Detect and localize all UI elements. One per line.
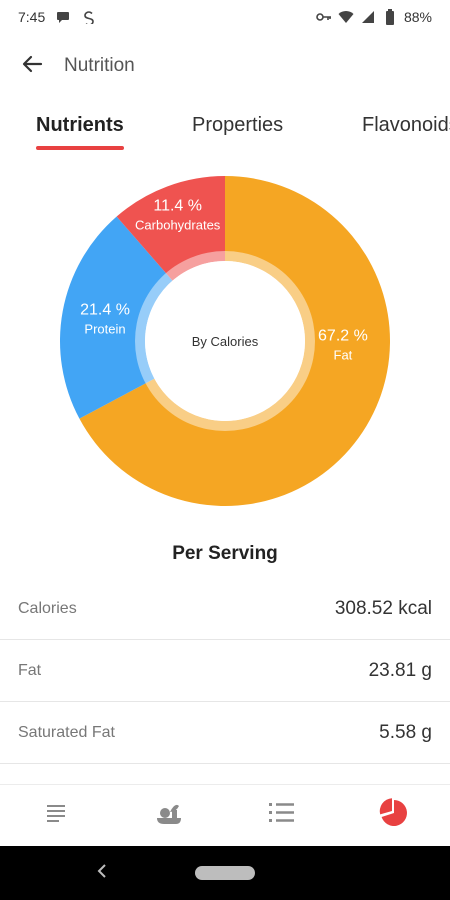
chat-bubble-icon <box>55 9 71 25</box>
nav-overview[interactable] <box>0 785 113 846</box>
list-icon <box>46 804 66 827</box>
key-icon <box>316 9 332 25</box>
tab-properties[interactable]: Properties <box>192 114 284 136</box>
chevron-left-icon <box>96 863 108 884</box>
nav-instructions[interactable] <box>225 785 338 846</box>
nutrient-row-calories: Calories 308.52 kcal <box>0 578 450 640</box>
tab-indicator <box>36 146 124 150</box>
bottom-navigation <box>0 784 450 846</box>
steps-list-icon <box>267 801 295 830</box>
status-bar: 7:45 88% <box>0 0 450 34</box>
donut-slice-carbohydrates[interactable] <box>116 176 225 281</box>
nutrient-row-saturated-fat: Saturated Fat 5.58 g <box>0 702 450 764</box>
system-home-button[interactable] <box>195 866 255 880</box>
pie-chart-icon <box>379 798 409 833</box>
back-button[interactable] <box>4 40 60 92</box>
tab-bar: Nutrients Properties Flavonoids <box>0 104 450 154</box>
per-serving-title: Per Serving <box>172 543 278 564</box>
donut-hole <box>145 261 305 421</box>
nutrient-value: 5.58 g <box>379 721 432 743</box>
signal-icon <box>360 9 376 25</box>
battery-icon <box>382 9 398 25</box>
calorie-donut-chart: By Calories 67.2 % Fat 21.4 % Protein 11.4 %… <box>60 176 390 506</box>
nutrient-row-fat: Fat 23.81 g <box>0 640 450 702</box>
arrow-left-icon <box>21 53 43 80</box>
nav-ingredients[interactable] <box>113 785 226 846</box>
tab-flavonoids[interactable]: Flavonoids <box>362 114 450 136</box>
tab-nutrients[interactable]: Nutrients <box>36 114 124 136</box>
app-bar: Nutrition <box>0 40 450 92</box>
ingredients-icon <box>154 800 184 831</box>
nutrient-value: 23.81 g <box>368 659 432 681</box>
nutrient-list: Calories 308.52 kcal Fat 23.81 g Saturat… <box>0 578 450 764</box>
nutrient-name: Fat <box>18 661 42 679</box>
system-back-button[interactable] <box>92 861 112 885</box>
donut-slice-fat[interactable] <box>79 176 390 506</box>
page-title: Nutrition <box>64 55 135 76</box>
battery-percent: 88% <box>403 9 432 25</box>
nutrient-name: Calories <box>18 599 77 617</box>
nutrient-value: 308.52 kcal <box>334 597 432 619</box>
sync-icon <box>81 9 97 25</box>
donut-slice-protein[interactable] <box>60 216 173 419</box>
system-navigation-bar <box>0 846 450 900</box>
donut-svg <box>60 176 390 506</box>
wifi-icon <box>338 9 354 25</box>
nav-nutrition[interactable] <box>338 785 450 846</box>
status-time: 7:45 <box>18 9 46 25</box>
nutrient-name: Saturated Fat <box>18 723 115 741</box>
